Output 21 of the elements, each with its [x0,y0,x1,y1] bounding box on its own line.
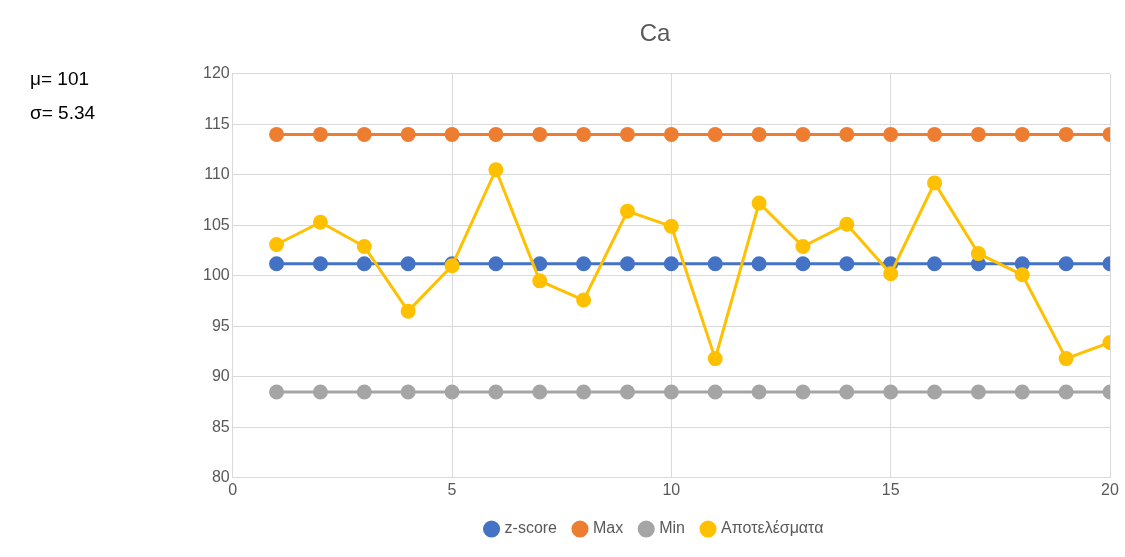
legend-label: Αποτελέσματα [721,519,824,537]
y-tick-label: 120 [202,64,230,82]
y-tick-label: 105 [202,215,230,233]
y-tick-label: 115 [204,114,230,132]
text: σ= 5.34 [30,101,96,125]
y-tick-label: 110 [204,165,230,183]
legend-label: Min [659,519,686,537]
x-tick-label: 15 [881,480,900,498]
y-tick-label: 100 [202,266,230,284]
text: μ= 101 [30,67,91,91]
chart-title: Ca [639,19,671,47]
legend-label: z-score [504,519,558,537]
y-tick-label: 95 [211,316,230,334]
y-tick-label: 85 [211,417,230,435]
x-tick-label: 0 [228,480,238,498]
x-tick-label: 10 [662,480,681,498]
y-tick-label: 90 [211,367,230,385]
x-tick-label: 20 [1101,480,1119,498]
x-tick-label: 5 [447,480,457,498]
legend-label: Max [593,519,624,537]
y-tick-label: 80 [211,468,230,486]
